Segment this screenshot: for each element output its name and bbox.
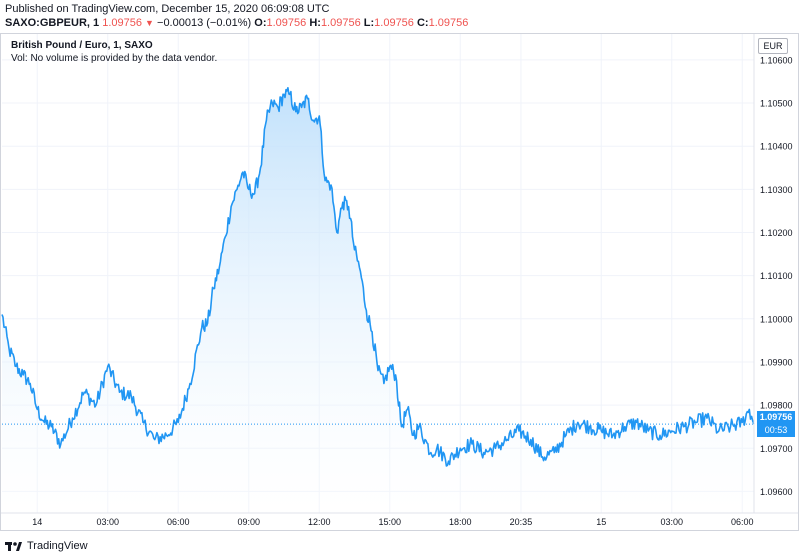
x-tick-label: 06:00	[167, 517, 190, 527]
x-tick-label: 06:00	[731, 517, 754, 527]
high-label: H:	[309, 17, 321, 29]
x-tick-label: 15	[596, 517, 606, 527]
high-value: 1.09756	[320, 17, 361, 29]
y-tick-label: 1.10100	[760, 271, 793, 281]
footer: TradingView	[5, 537, 88, 555]
chart-title: British Pound / Euro, 1, SAXO	[11, 40, 153, 51]
y-tick-label: 1.09600	[760, 487, 793, 497]
down-arrow-icon: ▼	[145, 18, 154, 28]
close-value: 1.09756	[428, 17, 469, 29]
volume-note: Vol: No volume is provided by the data v…	[11, 53, 218, 64]
low-label: L:	[363, 17, 375, 29]
footer-brand[interactable]: TradingView	[27, 540, 88, 552]
y-tick-label: 1.10000	[760, 314, 793, 324]
close-label: C:	[416, 17, 429, 29]
x-tick-label: 03:00	[660, 517, 683, 527]
y-tick-label: 1.10500	[760, 99, 793, 109]
x-tick-label: 12:00	[308, 517, 331, 527]
published-note: Published on TradingView.com, December 1…	[5, 3, 330, 15]
low-value: 1.09756	[374, 17, 414, 29]
last-price-tag: 1.09756	[757, 411, 795, 424]
symbol-label: SAXO:GBPEUR, 1	[5, 17, 100, 29]
y-tick-label: 1.09700	[760, 444, 793, 454]
price-change: −0.00013 (−0.01%)	[157, 17, 252, 29]
y-tick-label: 1.10300	[760, 185, 793, 195]
time-axis[interactable]: 14 03:00 06:00 09:00 12:00 15:00 18:00 20:35 15 0…	[32, 517, 753, 527]
chart-frame	[0, 33, 799, 531]
x-tick-label: 20:35	[510, 517, 533, 527]
y-tick-label: 1.10400	[760, 142, 793, 152]
price-area-fill	[2, 87, 754, 514]
y-tick-label: 1.09800	[760, 401, 793, 411]
open-value: 1.09756	[266, 17, 307, 29]
x-tick-label: 09:00	[237, 517, 260, 527]
symbol-header: SAXO:GBPEUR, 1 1.09756 ▼ −0.00013 (−0.01…	[5, 17, 468, 29]
last-price: 1.09756	[102, 17, 142, 29]
open-label: O:	[254, 17, 267, 29]
currency-button[interactable]: EUR	[758, 38, 788, 54]
y-tick-label: 1.10600	[760, 55, 793, 65]
y-tick-label: 1.10200	[760, 228, 793, 238]
x-tick-label: 03:00	[96, 517, 119, 527]
x-tick-label: 18:00	[449, 517, 472, 527]
price-axis[interactable]: 1.10600 1.10500 1.10400 1.10300 1.10200 1.101…	[760, 55, 793, 497]
x-tick-label: 15:00	[378, 517, 401, 527]
price-line	[1, 87, 755, 467]
countdown-tag: 00:53	[757, 424, 795, 437]
x-tick-label: 14	[32, 517, 42, 527]
y-tick-label: 1.09900	[760, 357, 793, 367]
tradingview-logo-icon	[5, 542, 22, 551]
